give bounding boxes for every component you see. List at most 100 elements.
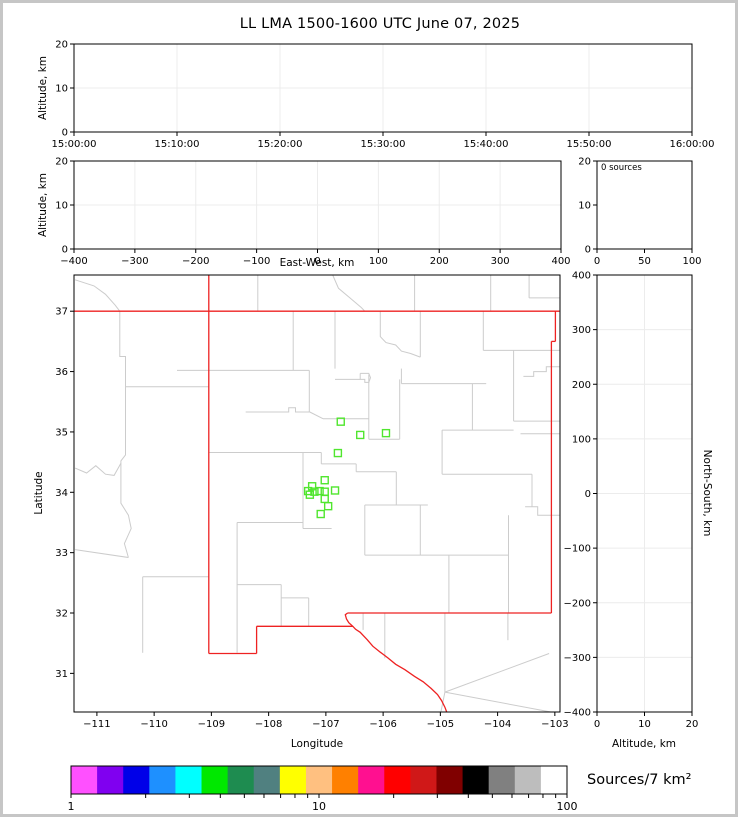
state-border-lines bbox=[74, 275, 560, 712]
source-marker bbox=[356, 430, 365, 440]
tick-label: 20 bbox=[55, 157, 68, 168]
tick-label: −200 bbox=[182, 256, 209, 267]
colorbar-segment bbox=[123, 766, 150, 794]
plot-canvas: 15:00:00 15:10:00 15:20:00 15:30:00 15:40:00… bbox=[52, 40, 715, 814]
tick-label: 200 bbox=[572, 380, 591, 391]
tick-label: 15:40:00 bbox=[464, 139, 509, 150]
county-lines bbox=[74, 275, 560, 712]
tick-label: −103 bbox=[541, 719, 568, 730]
tick-label: −300 bbox=[121, 256, 148, 267]
source-marker bbox=[305, 490, 315, 499]
map-panel: −111 −110 −109 −108 −107 −106 −105 −104 −103 31 32… bbox=[55, 274, 569, 730]
tick-label: −200 bbox=[564, 598, 591, 609]
ns_height-panel: 0 10 20 −400 −300 −200 −100 0 100 200 300 400 bbox=[564, 271, 699, 731]
tick-label: 31 bbox=[55, 669, 68, 680]
tick-label: 33 bbox=[55, 548, 68, 559]
colorbar-segment bbox=[175, 766, 203, 794]
source-marker bbox=[333, 448, 343, 458]
source-marker bbox=[323, 501, 333, 511]
colorbar-segment bbox=[305, 766, 333, 794]
colorbar-segment bbox=[514, 766, 542, 794]
tick-label: 0 bbox=[62, 128, 68, 139]
colorbar-segment bbox=[436, 766, 464, 794]
figure-title: LL LMA 1500-1600 UTC June 07, 2025 bbox=[239, 16, 521, 32]
tick-label: −400 bbox=[60, 256, 87, 267]
colorbar-segment bbox=[71, 766, 98, 794]
y-axis-label-latitude: Latitude bbox=[33, 471, 45, 515]
tick-label: 0 bbox=[314, 256, 320, 267]
colorbar-segment bbox=[332, 766, 359, 794]
histogram-annotation: 0 sources bbox=[601, 163, 642, 173]
tick-label: 0 bbox=[585, 245, 591, 256]
tick-label: 15:50:00 bbox=[567, 139, 612, 150]
tick-label: −105 bbox=[427, 719, 454, 730]
tick-label: 10 bbox=[578, 201, 591, 212]
tick-label: 10 bbox=[55, 84, 68, 95]
tick-label: 32 bbox=[55, 609, 68, 620]
tick-label: 100 bbox=[369, 256, 388, 267]
tick-label: 0 bbox=[585, 489, 591, 500]
tick-label: −106 bbox=[369, 719, 396, 730]
colorbar-segment bbox=[253, 766, 281, 794]
tick-label: 15:00:00 bbox=[52, 139, 97, 150]
source-marker bbox=[316, 509, 325, 519]
histogram-frame bbox=[596, 160, 693, 250]
source-marker bbox=[320, 476, 329, 485]
source-marker bbox=[381, 428, 391, 438]
colorbar-segment bbox=[279, 766, 307, 794]
tick-label: 20 bbox=[55, 40, 68, 51]
x-axis-label-east-west: East-West, km bbox=[279, 257, 355, 269]
tick-label: −108 bbox=[255, 719, 282, 730]
colorbar-segment bbox=[358, 766, 385, 794]
y-axis-label-ew-height: Altitude, km bbox=[37, 172, 49, 238]
source-marker bbox=[320, 494, 329, 504]
tick-label: −100 bbox=[564, 544, 591, 555]
tick-label: 300 bbox=[572, 325, 591, 336]
tick-label: −100 bbox=[243, 256, 270, 267]
colorbar-segment bbox=[462, 766, 490, 794]
tick-label: 0 bbox=[594, 256, 600, 267]
colorbar-panel: 1 10 100 bbox=[68, 765, 578, 813]
source-marker bbox=[315, 486, 324, 496]
tick-label: 0 bbox=[62, 245, 68, 256]
colorbar-segment bbox=[97, 766, 124, 794]
tick-label: 15:20:00 bbox=[258, 139, 303, 150]
y-axis-label-north-south: North-South, km bbox=[701, 449, 713, 537]
tick-label: 200 bbox=[430, 256, 449, 267]
map-frame bbox=[73, 274, 561, 713]
colorbar-segment bbox=[410, 766, 437, 794]
tick-label: 100 bbox=[572, 434, 591, 445]
y-axis-label-time-height: Altitude, km bbox=[37, 55, 49, 121]
tick-label: 15:30:00 bbox=[361, 139, 406, 150]
time_height-panel: 15:00:00 15:10:00 15:20:00 15:30:00 15:40:00… bbox=[52, 40, 715, 151]
tick-label: −109 bbox=[198, 719, 225, 730]
tick-label: 15:10:00 bbox=[155, 139, 200, 150]
tick-label: 10 bbox=[55, 201, 68, 212]
tick-label: −110 bbox=[140, 719, 167, 730]
tick-label: −300 bbox=[564, 653, 591, 664]
x-axis-label-altitude-bottom: Altitude, km bbox=[611, 738, 677, 750]
lightning-source-markers bbox=[303, 417, 391, 519]
tick-label: 1 bbox=[68, 800, 75, 813]
tick-label: −107 bbox=[312, 719, 339, 730]
colorbar-segment bbox=[488, 766, 516, 794]
tick-label: 36 bbox=[55, 367, 68, 378]
tick-label: 16:00:00 bbox=[670, 139, 715, 150]
x-axis-label-longitude: Longitude bbox=[290, 738, 344, 750]
tick-label: 100 bbox=[682, 256, 701, 267]
tick-label: −104 bbox=[484, 719, 511, 730]
tick-label: 35 bbox=[55, 427, 68, 438]
tick-label: 10 bbox=[312, 800, 326, 813]
tick-label: 10 bbox=[638, 719, 651, 730]
tick-label: 400 bbox=[572, 271, 591, 282]
colorbar-label: Sources/7 km² bbox=[587, 772, 692, 788]
tick-label: 0 bbox=[594, 719, 600, 730]
tick-label: 37 bbox=[55, 307, 68, 318]
histogram-panel: 0 50 100 0 10 20 bbox=[578, 157, 701, 268]
map-geography bbox=[74, 275, 560, 712]
tick-label: 20 bbox=[578, 157, 591, 168]
tick-label: 400 bbox=[551, 256, 570, 267]
source-marker bbox=[336, 417, 345, 426]
colorbar-segment bbox=[201, 766, 229, 794]
